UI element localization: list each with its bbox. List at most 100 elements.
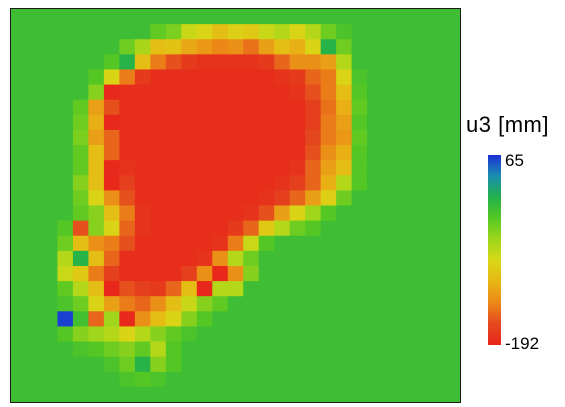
heatmap-cell-r25-c13 bbox=[212, 386, 229, 402]
heatmap-cell-r9-c24 bbox=[382, 145, 399, 161]
heatmap-cell-r6-c25 bbox=[398, 99, 415, 116]
heatmap-cell-r5-c21 bbox=[336, 84, 353, 101]
heatmap-cell-r23-c14 bbox=[227, 356, 244, 373]
heatmap-cell-r3-c14 bbox=[227, 54, 244, 71]
heatmap-cell-r21-c11 bbox=[181, 326, 198, 343]
heatmap-cell-r16-c18 bbox=[289, 250, 306, 267]
heatmap-cell-r8-c17 bbox=[274, 129, 291, 146]
heatmap-cell-r7-c10 bbox=[165, 114, 182, 131]
heatmap-cell-r10-c8 bbox=[134, 160, 151, 176]
heatmap-cell-r1-c0 bbox=[11, 24, 28, 40]
heatmap-cell-r15-c5 bbox=[88, 235, 105, 252]
heatmap-cell-r0-c27 bbox=[429, 9, 446, 25]
heatmap-cell-r14-c15 bbox=[243, 220, 260, 237]
heatmap-cell-r18-c17 bbox=[274, 281, 291, 297]
heatmap-cell-r19-c7 bbox=[119, 296, 136, 312]
heatmap-cell-r2-c24 bbox=[382, 39, 399, 55]
heatmap-cell-r1-c6 bbox=[103, 24, 120, 40]
heatmap-cell-r20-c25 bbox=[398, 311, 415, 328]
heatmap-cell-r12-c6 bbox=[103, 190, 120, 207]
heatmap-cell-r2-c19 bbox=[305, 39, 322, 55]
heatmap-cell-r7-c27 bbox=[429, 114, 446, 131]
heatmap-cell-r25-c7 bbox=[119, 386, 136, 402]
heatmap-cell-r19-c20 bbox=[320, 296, 337, 312]
heatmap-cell-r20-c9 bbox=[150, 311, 167, 328]
heatmap-cell-r17-c21 bbox=[336, 265, 353, 282]
heatmap-cell-r24-c11 bbox=[181, 371, 198, 388]
heatmap-cell-r4-c14 bbox=[227, 69, 244, 86]
heatmap-cell-r6-c5 bbox=[88, 99, 105, 116]
heatmap-cell-r18-c21 bbox=[336, 281, 353, 297]
heatmap-cell-r4-c24 bbox=[382, 69, 399, 86]
heatmap-cell-r4-c7 bbox=[119, 69, 136, 86]
heatmap-cell-r25-c16 bbox=[258, 386, 275, 402]
heatmap-cell-r6-c10 bbox=[165, 99, 182, 116]
heatmap-cell-r12-c26 bbox=[413, 190, 430, 207]
heatmap-cell-r11-c26 bbox=[413, 175, 430, 191]
heatmap-cell-r19-c2 bbox=[41, 296, 59, 312]
heatmap-cell-r13-c5 bbox=[88, 205, 105, 222]
heatmap-cell-r4-c13 bbox=[212, 69, 229, 86]
heatmap-cell-r9-c19 bbox=[305, 145, 322, 161]
heatmap-cell-r0-c1 bbox=[26, 9, 43, 25]
heatmap-cell-r24-c23 bbox=[367, 371, 384, 388]
heatmap-cell-r5-c23 bbox=[367, 84, 384, 101]
heatmap-cell-r23-c4 bbox=[72, 356, 90, 373]
heatmap-cell-r12-c0 bbox=[11, 190, 28, 207]
heatmap-cell-r9-c18 bbox=[289, 145, 306, 161]
heatmap-cell-r19-c6 bbox=[103, 296, 120, 312]
heatmap-cell-r13-c10 bbox=[165, 205, 182, 222]
heatmap-cell-r10-c26 bbox=[413, 160, 430, 176]
heatmap-cell-r10-c5 bbox=[88, 160, 105, 176]
heatmap-cell-r4-c27 bbox=[429, 69, 446, 86]
heatmap-cell-r9-c16 bbox=[258, 145, 275, 161]
heatmap-cell-r7-c5 bbox=[88, 114, 105, 131]
heatmap-cell-r4-c19 bbox=[305, 69, 322, 86]
heatmap-cell-r21-c14 bbox=[227, 326, 244, 343]
heatmap-cell-r7-c3 bbox=[57, 114, 74, 131]
heatmap-cell-r20-c27 bbox=[429, 311, 446, 328]
heatmap-cell-r18-c15 bbox=[243, 281, 260, 297]
heatmap-cell-r0-c3 bbox=[57, 9, 74, 25]
heatmap-cell-r9-c8 bbox=[134, 145, 151, 161]
heatmap-cell-r4-c6 bbox=[103, 69, 120, 86]
heatmap-cell-r12-c23 bbox=[367, 190, 384, 207]
heatmap-cell-r10-c17 bbox=[274, 160, 291, 176]
heatmap-cell-r4-c23 bbox=[367, 69, 384, 86]
heatmap-cell-r23-c1 bbox=[26, 356, 43, 373]
heatmap-cell-r6-c13 bbox=[212, 99, 229, 116]
heatmap-cell-r9-c14 bbox=[227, 145, 244, 161]
heatmap-cell-r14-c10 bbox=[165, 220, 182, 237]
heatmap-cell-r10-c16 bbox=[258, 160, 275, 176]
heatmap-cell-r13-c11 bbox=[181, 205, 198, 222]
heatmap-cell-r19-c14 bbox=[227, 296, 244, 312]
heatmap-cell-r17-c4 bbox=[72, 265, 90, 282]
heatmap-cell-r8-c21 bbox=[336, 129, 353, 146]
heatmap-cell-r7-c2 bbox=[41, 114, 59, 131]
heatmap-cell-r24-c12 bbox=[196, 371, 213, 388]
heatmap-cell-r4-c10 bbox=[165, 69, 182, 86]
heatmap-cell-r20-c16 bbox=[258, 311, 275, 328]
heatmap-cell-r8-c8 bbox=[134, 129, 151, 146]
heatmap-cell-r19-c23 bbox=[367, 296, 384, 312]
heatmap-cell-r14-c20 bbox=[320, 220, 337, 237]
heatmap-cell-r3-c20 bbox=[320, 54, 337, 71]
heatmap-cell-r22-c23 bbox=[367, 341, 384, 358]
heatmap-cell-r12-c5 bbox=[88, 190, 105, 207]
heatmap-cell-r11-c17 bbox=[274, 175, 291, 191]
heatmap-cell-r14-c3 bbox=[57, 220, 74, 237]
heatmap-cell-r4-c5 bbox=[88, 69, 105, 86]
heatmap-cell-r1-c13 bbox=[212, 24, 229, 40]
heatmap-cell-r15-c16 bbox=[258, 235, 275, 252]
heatmap-cell-r6-c16 bbox=[258, 99, 275, 116]
heatmap-cell-r15-c23 bbox=[367, 235, 384, 252]
heatmap-cell-r5-c20 bbox=[320, 84, 337, 101]
heatmap-cell-r5-c7 bbox=[119, 84, 136, 101]
heatmap-cell-r21-c9 bbox=[150, 326, 167, 343]
heatmap-cell-r24-c26 bbox=[413, 371, 430, 388]
heatmap-cell-r3-c23 bbox=[367, 54, 384, 71]
heatmap-cell-r16-c26 bbox=[413, 250, 430, 267]
heatmap-cell-r14-c16 bbox=[258, 220, 275, 237]
heatmap-cell-r10-c6 bbox=[103, 160, 120, 176]
heatmap-cell-r14-c11 bbox=[181, 220, 198, 237]
